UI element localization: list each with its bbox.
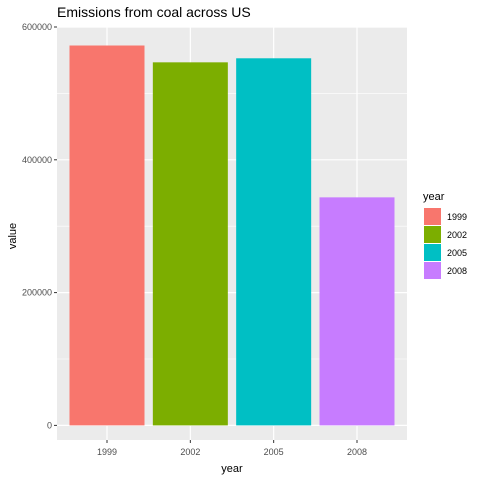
legend-label: 2008	[447, 266, 467, 276]
y-axis-title: value	[7, 223, 19, 249]
y-tick-label: 0	[47, 420, 52, 430]
x-tick-label: 1999	[97, 447, 117, 457]
legend-key-1999	[424, 208, 441, 225]
bar-2008	[319, 197, 395, 426]
legend-key-2002	[424, 226, 441, 243]
x-tick-label: 2008	[347, 447, 367, 457]
x-ticks: 1999 2002 2005 2008	[97, 440, 367, 457]
x-axis-title: year	[221, 463, 243, 475]
x-tick-label: 2005	[264, 447, 284, 457]
legend-label: 2002	[447, 230, 467, 240]
legend: year 1999 2002 2005 2008	[423, 191, 467, 279]
bars	[69, 45, 395, 426]
y-tick-label: 600000	[22, 22, 52, 32]
y-tick-label: 200000	[22, 288, 52, 298]
bar-1999	[69, 45, 145, 426]
y-ticks: 0 200000 400000 600000	[22, 22, 57, 430]
legend-key-2008	[424, 262, 441, 279]
chart-title: Emissions from coal across US	[57, 4, 251, 20]
legend-label: 1999	[447, 212, 467, 222]
legend-title: year	[423, 191, 445, 203]
legend-label: 2005	[447, 248, 467, 258]
bar-2005	[236, 58, 312, 426]
y-tick-label: 400000	[22, 155, 52, 165]
x-tick-label: 2002	[180, 447, 200, 457]
legend-key-2005	[424, 244, 441, 261]
bar-2002	[152, 62, 228, 426]
